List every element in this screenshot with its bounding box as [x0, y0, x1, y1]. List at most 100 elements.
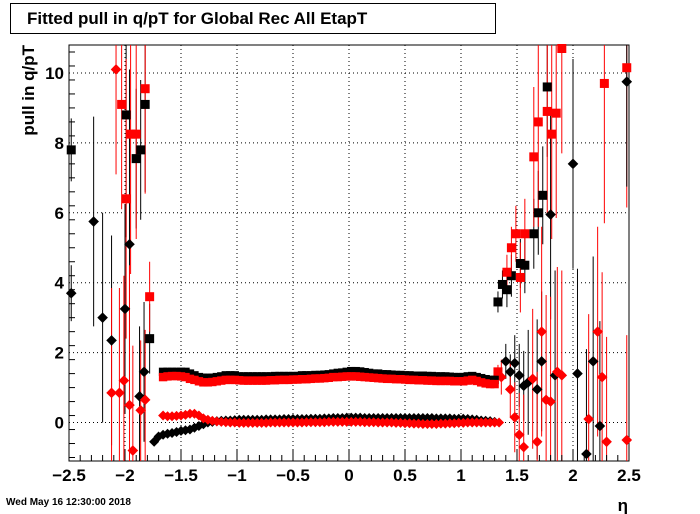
- y-tick-label: 0: [55, 414, 64, 433]
- band-square-marker: [432, 372, 441, 381]
- diamond-marker: [621, 76, 633, 88]
- x-tick-label: −2.5: [52, 466, 86, 485]
- band-square-marker: [185, 374, 195, 384]
- band-square-marker: [185, 369, 195, 378]
- square-marker: [511, 229, 521, 239]
- band-square-marker: [436, 372, 446, 381]
- band-square-marker: [221, 375, 230, 385]
- band-square-marker: [400, 375, 410, 384]
- band-square-marker: [364, 373, 374, 382]
- diamond-marker: [545, 209, 556, 220]
- band-square-marker: [261, 376, 271, 385]
- diamond-marker: [138, 366, 150, 378]
- square-marker: [145, 292, 155, 302]
- band-square-marker: [302, 374, 311, 384]
- x-tick-label: 1: [456, 466, 465, 485]
- band-square-marker: [167, 371, 177, 381]
- square-marker: [538, 190, 548, 200]
- diamond-marker: [540, 394, 552, 406]
- band-square-marker: [181, 367, 190, 377]
- diamond-marker: [594, 420, 606, 432]
- square-marker: [497, 279, 507, 289]
- y-tick-label: 4: [55, 274, 65, 293]
- band-square-marker: [387, 374, 396, 384]
- diamond-marker: [545, 396, 556, 407]
- band-square-marker: [432, 376, 441, 386]
- band-square-marker: [454, 377, 463, 386]
- diamond-marker: [592, 326, 603, 337]
- title-box: Fitted pull in q/pT for Global Rec All E…: [10, 3, 496, 34]
- diamond-marker: [531, 436, 543, 448]
- diamond-marker: [88, 216, 99, 227]
- band-square-marker: [199, 378, 208, 387]
- band-square-marker: [441, 376, 450, 386]
- x-tick-label: −2: [115, 466, 134, 485]
- band-square-marker: [199, 373, 208, 382]
- band-square-marker: [172, 371, 181, 381]
- band-square-marker: [423, 376, 432, 385]
- diamond-marker: [572, 368, 583, 379]
- band-square-marker: [284, 375, 293, 385]
- band-square-marker: [414, 376, 423, 385]
- band-square-marker: [158, 367, 168, 377]
- diamond-marker: [531, 384, 543, 395]
- band-square-marker: [297, 374, 307, 384]
- square-marker: [529, 229, 539, 239]
- square-marker: [506, 243, 516, 253]
- band-square-marker: [405, 371, 414, 380]
- diamond-marker: [119, 303, 131, 315]
- diamond-marker: [509, 357, 521, 369]
- x-tick-label: 1.5: [505, 466, 529, 485]
- band-square-marker: [414, 371, 423, 380]
- band-square-marker: [418, 376, 428, 385]
- band-square-marker: [248, 376, 257, 385]
- band-square-marker: [190, 375, 199, 385]
- diamond-marker: [496, 371, 507, 383]
- square-marker: [131, 154, 141, 164]
- band-square-marker: [158, 372, 168, 382]
- band-square-marker: [382, 374, 392, 384]
- band-square-marker: [459, 377, 468, 386]
- band-square-marker: [239, 376, 248, 385]
- band-square-marker: [427, 371, 437, 381]
- square-marker: [529, 152, 539, 162]
- diamond-marker: [587, 356, 599, 367]
- diamond-marker: [135, 405, 146, 416]
- band-square-marker: [369, 373, 378, 382]
- band-square-marker: [275, 375, 284, 385]
- band-square-marker: [176, 367, 186, 377]
- band-square-marker: [279, 375, 289, 385]
- band-square-marker: [266, 376, 275, 385]
- diamond-marker: [124, 399, 135, 411]
- square-marker: [520, 260, 530, 270]
- square-marker: [493, 367, 503, 377]
- diamond-marker: [110, 64, 122, 75]
- square-marker: [493, 297, 503, 307]
- y-tick-label: 10: [45, 64, 64, 83]
- band-square-marker: [221, 371, 230, 380]
- diamond-marker: [127, 445, 139, 456]
- band-square-marker: [441, 372, 450, 381]
- x-axis-label: η: [618, 496, 628, 514]
- band-square-marker: [333, 372, 342, 382]
- x-tick-label: −1: [227, 466, 246, 485]
- square-marker: [557, 43, 567, 53]
- band-square-marker: [436, 376, 446, 386]
- diamond-marker: [513, 370, 525, 381]
- band-square-marker: [257, 376, 266, 385]
- band-square-marker: [288, 375, 298, 384]
- square-marker: [520, 229, 530, 239]
- band-square-marker: [230, 375, 239, 385]
- diamond-marker: [500, 356, 512, 367]
- band-square-marker: [244, 376, 253, 385]
- band-square-marker: [468, 375, 477, 385]
- y-tick-label: 6: [55, 204, 64, 223]
- band-square-marker: [373, 369, 383, 378]
- diamond-marker: [621, 434, 633, 446]
- diamond-marker: [596, 371, 608, 383]
- square-marker: [502, 285, 512, 295]
- x-tick-label: −0.5: [276, 466, 310, 485]
- square-marker: [542, 106, 552, 116]
- square-marker: [131, 129, 141, 139]
- band-square-marker: [351, 366, 360, 376]
